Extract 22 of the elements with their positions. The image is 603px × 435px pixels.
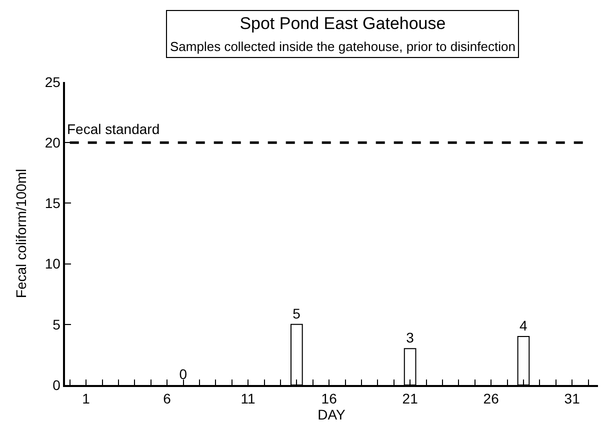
x-tick-label: 11 [240,390,256,407]
x-axis-title: DAY [318,406,346,423]
y-tick-label: 5 [52,316,61,332]
ref-line-label: Fecal standard [67,121,160,137]
chart-title: Spot Pond East Gatehouse [240,14,446,33]
chart-subtitle: Samples collected inside the gatehouse, prior to disinfection [170,39,516,54]
data-label: 0 [179,366,188,382]
x-tick-label: 21 [402,390,418,407]
x-tick-label: 16 [321,390,338,407]
x-tick-label: 26 [483,390,500,407]
y-tick-label: 20 [44,134,61,150]
data-label: 3 [406,330,414,346]
y-tick-label: 0 [52,376,61,393]
y-axis-title: Fecal coliform/100ml [12,168,29,298]
y-tick-label: 15 [44,195,61,212]
data-label: 5 [292,305,301,322]
data-label: 4 [519,318,528,334]
x-tick-label: 1 [82,390,90,407]
x-tick-label: 31 [564,390,580,407]
y-tick-label: 10 [44,256,61,272]
x-tick-label: 6 [163,390,172,407]
y-tick-label: 25 [44,74,61,90]
